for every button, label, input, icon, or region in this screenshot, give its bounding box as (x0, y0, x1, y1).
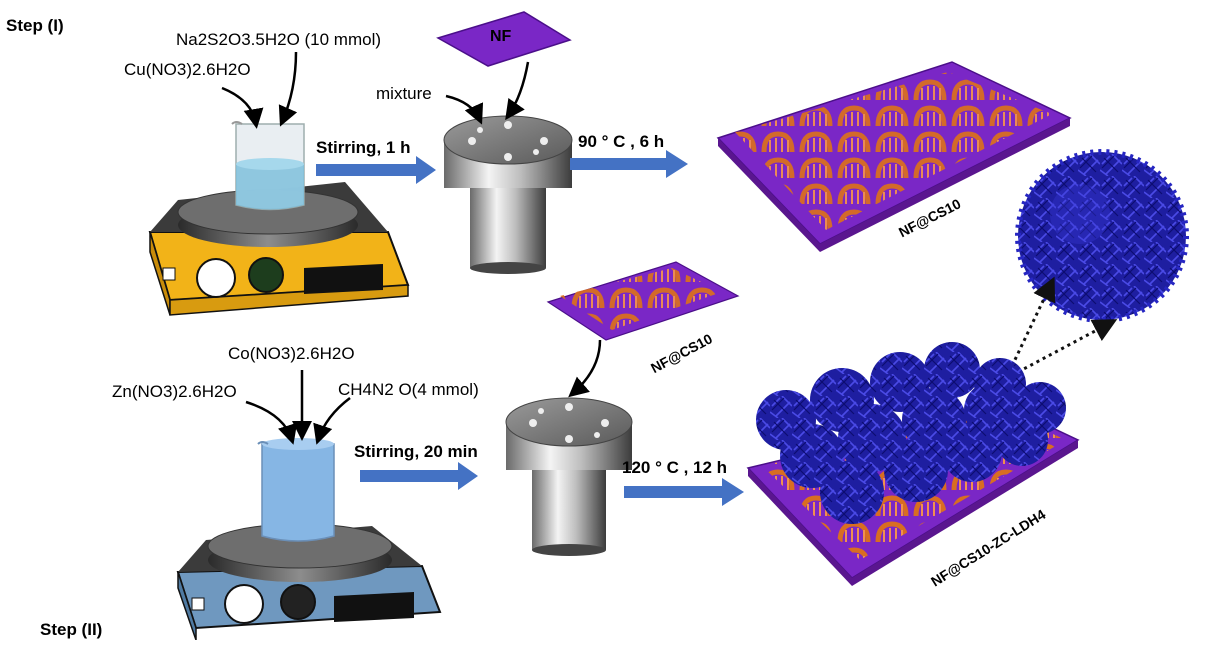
reagent-urea: CH4N2 O(4 mmol) (338, 380, 479, 399)
arrow-nfcs10-to-reactor (568, 339, 602, 398)
condition-120c-12h: 120 ° C , 12 h (622, 458, 728, 477)
process-arrow-stirring-2 (360, 462, 478, 490)
process-arrow-heating-1 (570, 150, 688, 178)
process-arrow-stirring-1 (316, 156, 436, 184)
nickel-foam-sheet (436, 11, 572, 67)
autoclave-reactor-1 (443, 115, 573, 274)
arrow-cu-to-beaker (221, 86, 264, 129)
arrow-nf-to-reactor (505, 61, 530, 121)
reagent-na-thiosulfate: Na2S2O3.5H2O (10 mmol) (176, 30, 382, 49)
zoom-dotted-arrow-1 (1010, 276, 1056, 367)
nf-cs10-zc-ldh4-product (746, 342, 1080, 586)
reagent-mixture: mixture (376, 84, 432, 103)
condition-stirring-20min: Stirring, 20 min (354, 442, 478, 461)
nf-cs10-product-small (546, 261, 740, 341)
condition-stirring-1h: Stirring, 1 h (316, 138, 411, 157)
arrow-na-to-beaker (278, 51, 298, 127)
ldh-sphere-zoom (1015, 149, 1189, 323)
hot-plate-stirrer-1 (148, 182, 410, 316)
zoom-dotted-arrow-2 (1017, 319, 1118, 374)
nf-label: NF (490, 28, 512, 45)
hot-plate-stirrer-2 (176, 523, 442, 641)
reagent-zn-nitrate: Zn(NO3)2.6H2O (112, 382, 237, 401)
arrow-urea-to-beaker (313, 397, 351, 445)
reagent-cu-nitrate: Cu(NO3)2.6H2O (124, 60, 251, 79)
autoclave-reactor-2 (505, 397, 633, 556)
arrow-mixture-to-reactor (445, 94, 484, 125)
reagent-co-nitrate: Co(NO3)2.6H2O (228, 344, 355, 363)
condition-90c-6h: 90 ° C , 6 h (578, 132, 665, 151)
beaker-2 (257, 438, 335, 542)
step-2-label: Step (II) (40, 620, 103, 639)
nf-cs10-product-large (716, 61, 1072, 252)
beaker-1 (231, 121, 305, 211)
process-arrow-heating-2 (624, 478, 744, 506)
step-1-label: Step (I) (6, 16, 64, 35)
arrow-zn-to-beaker (245, 400, 298, 445)
